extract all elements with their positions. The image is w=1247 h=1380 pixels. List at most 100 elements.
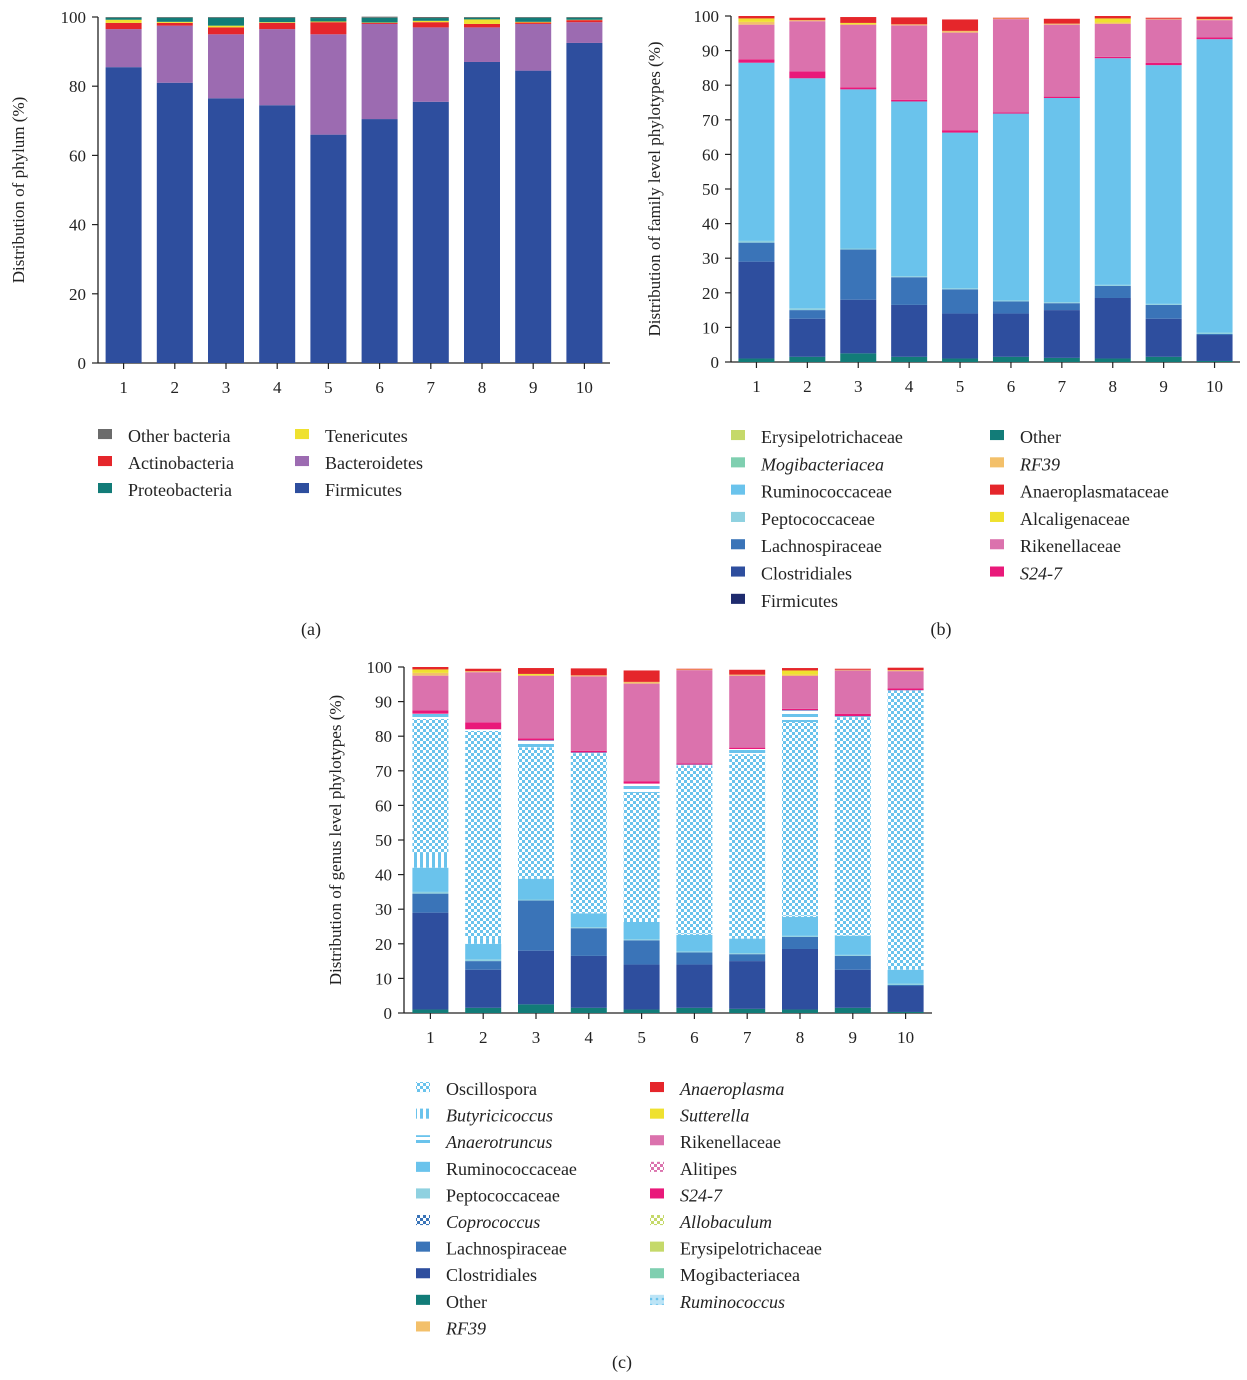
bar-segment-actinobacteria — [362, 23, 398, 24]
bar-segment-oscillospora — [782, 722, 818, 916]
x-tick-label: 7 — [1058, 377, 1067, 396]
bar-segment-tenericutes — [106, 20, 142, 23]
legend-label-alcaligenaceae: Alcaligenaceae — [1020, 509, 1130, 529]
bar-segment-clostridiales — [676, 965, 712, 1008]
x-tick-label: 10 — [576, 378, 593, 397]
bar-segment-anaerotruncus — [676, 765, 712, 766]
bar-segment-other — [942, 359, 978, 362]
bar-segment-anaeroplasmataceae — [1197, 17, 1233, 19]
y-tick-label: 0 — [78, 354, 87, 373]
bar-segment-rikenellaceae — [1146, 19, 1182, 62]
bar-segment-ruminococcaceae — [789, 78, 825, 308]
bar-segment-firmicutes — [464, 62, 500, 363]
bar-segment-lachnospiraceae — [840, 250, 876, 300]
bar-segment-other — [789, 357, 825, 362]
x-tick-label: 6 — [690, 1028, 699, 1047]
legend-label-ruminococcus: Ruminococcus — [679, 1292, 785, 1312]
bar-segment-oscillospora — [518, 747, 554, 877]
bar-segment-lachnospiraceae — [891, 277, 927, 305]
bar-segment-rf39 — [1146, 19, 1182, 20]
legend-label-allobaculum: Allobaculum — [679, 1212, 772, 1232]
bar-segment-lachnospiraceae — [738, 243, 774, 262]
legend-swatch-sutterella — [650, 1109, 664, 1119]
legend-swatch-oscillospora — [416, 1082, 430, 1092]
bar-segment-proteobacteria — [515, 18, 551, 22]
x-tick-label: 5 — [956, 377, 965, 396]
bar-segment-lachnospiraceae — [1095, 286, 1131, 298]
bar-segment-bacteroidetes — [566, 22, 602, 43]
legend-swatch-other-bacteria — [98, 429, 112, 439]
legend-label-peptococcaceae: Peptococcaceae — [761, 509, 875, 529]
bar-segment-oscillospora — [729, 754, 765, 937]
legend-label-anaerotruncus: Anaerotruncus — [445, 1132, 552, 1152]
bar-segment-other-bacteria — [464, 17, 500, 18]
bar-segment-rf39 — [738, 22, 774, 25]
legend-swatch-alcaligenaceae — [990, 512, 1004, 522]
bar-segment-bacteroidetes — [310, 34, 346, 134]
y-tick-label: 50 — [702, 180, 719, 199]
bar-segment-s24-7 — [571, 751, 607, 753]
bar-segment-other — [1197, 361, 1233, 362]
x-tick-label: 6 — [375, 378, 384, 397]
bar-segment-lachnospiraceae — [729, 954, 765, 961]
bar-segment-firmicutes — [413, 102, 449, 363]
legend-label-anaeroplasma: Anaeroplasma — [679, 1079, 784, 1099]
legend-label-coprococcus: Coprococcus — [446, 1212, 540, 1232]
bar-segment-other — [835, 1008, 871, 1013]
bar-segment-alcaligenaceae — [1095, 18, 1131, 22]
bar-segment-other — [993, 357, 1029, 362]
bar-segment-rf39 — [840, 24, 876, 25]
legend-label-other-bacteria: Other bacteria — [128, 426, 230, 446]
bar-segment-ruminococcaceae — [888, 970, 924, 984]
x-tick-label: 7 — [427, 378, 436, 397]
legend-swatch-ruminococcaceae — [731, 485, 745, 495]
panel-label: (a) — [301, 619, 321, 640]
y-tick-label: 10 — [702, 318, 719, 337]
bar-segment-s24-7 — [840, 87, 876, 89]
bar-segment-peptococcaceae — [518, 900, 554, 901]
bar-segment-rf39 — [676, 669, 712, 670]
bar-segment-rf39 — [1197, 19, 1233, 20]
bar-segment-ruminococcaceae — [835, 936, 871, 955]
bar-segment-rf39 — [1044, 24, 1080, 25]
bar-segment-anaerotruncus — [412, 714, 448, 719]
bar-segment-rf39 — [835, 670, 871, 671]
legend-label-firmicutes: Firmicutes — [761, 591, 838, 611]
bar-segment-rikenellaceae — [942, 33, 978, 131]
bar-segment-anaeroplasma — [571, 668, 607, 675]
bar-segment-s24-7 — [1197, 37, 1233, 39]
x-tick-label: 3 — [222, 378, 231, 397]
bar-segment-peptococcaceae — [1095, 285, 1131, 286]
bar-segment-clostridiales — [1095, 298, 1131, 359]
bar-segment-actinobacteria — [310, 22, 346, 34]
legend-label-tenericutes: Tenericutes — [325, 426, 408, 446]
bar-segment-rikenellaceae — [518, 676, 554, 738]
y-tick-label: 80 — [375, 727, 392, 746]
x-tick-label: 7 — [743, 1028, 752, 1047]
legend-swatch-other — [416, 1295, 430, 1305]
legend-swatch-rikenellaceae — [650, 1135, 664, 1145]
y-tick-label: 90 — [702, 42, 719, 61]
bar-segment-anaerotruncus — [518, 740, 554, 747]
bar-segment-firmicutes — [566, 43, 602, 363]
bar-segment-other-bacteria — [566, 17, 602, 18]
legend-swatch-s24-7 — [990, 567, 1004, 577]
bar-segment-oscillospora — [624, 793, 660, 921]
x-tick-label: 2 — [171, 378, 180, 397]
legend-label-actinobacteria: Actinobacteria — [128, 453, 234, 473]
bar-segment-clostridiales — [465, 970, 501, 1008]
legend-swatch-coprococcus — [416, 1215, 430, 1225]
y-tick-label: 40 — [69, 216, 86, 235]
x-tick-label: 2 — [479, 1028, 488, 1047]
legend-swatch-ruminococcus — [650, 1295, 664, 1305]
bar-segment-other — [729, 1009, 765, 1013]
bar-segment-ruminococcaceae — [1044, 98, 1080, 302]
bar-segment-anaeroplasmataceae — [891, 17, 927, 24]
y-axis-title: Distribution of phylum (%) — [9, 97, 28, 284]
legend-swatch-ruminococcaceae — [416, 1162, 430, 1172]
bar-segment-rikenellaceae — [738, 25, 774, 60]
bar-segment-rikenellaceae — [888, 671, 924, 688]
